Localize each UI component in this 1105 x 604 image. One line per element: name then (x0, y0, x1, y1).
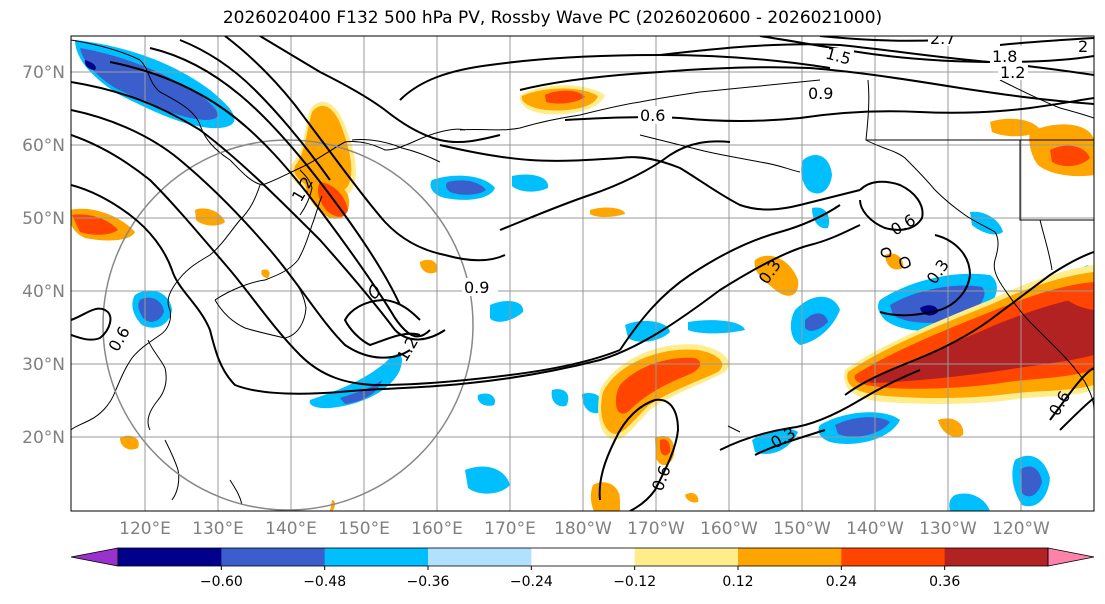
positive-anomaly-patches (71, 85, 1094, 511)
lon-label: 180°W (554, 519, 612, 539)
lat-label: 40°N (22, 282, 65, 302)
colorbar-tick-label: −0.36 (407, 574, 450, 590)
lon-label: 150°E (338, 519, 390, 539)
lon-label: 170°W (627, 519, 685, 539)
lat-label: 50°N (22, 209, 65, 229)
contour-label: 0.6 (640, 106, 665, 125)
colorbar-segment (531, 548, 636, 566)
colorbar-tick-label: −0.48 (303, 574, 346, 590)
map-frame (70, 35, 1095, 512)
colorbar-tick-label: −0.24 (510, 574, 553, 590)
lon-label: 160°W (700, 519, 758, 539)
colorbar-tick-label: 0.24 (826, 574, 857, 590)
map-title: 2026020400 F132 500 hPa PV, Rossby Wave … (222, 8, 883, 28)
lat-label: 60°N (22, 136, 65, 156)
contour-label: 1.8 (992, 47, 1017, 66)
contour-label: 0.9 (464, 278, 489, 297)
lon-label: 130°W (919, 519, 977, 539)
colorbar-segment (428, 548, 532, 566)
lat-label: 70°N (22, 63, 65, 83)
contour-label: 0.6 (887, 210, 919, 239)
reference-circle (102, 139, 474, 511)
colorbar-segment (118, 548, 222, 566)
lon-label: 170°E (484, 519, 536, 539)
contour-label: 1.2 (1000, 63, 1025, 82)
lon-label: 120°E (119, 519, 171, 539)
lon-label: 140°W (846, 519, 904, 539)
latitude-labels: 70°N 60°N 50°N 40°N 30°N 20°N (22, 63, 65, 448)
colorbar: −0.60 −0.48 −0.36 −0.24 −0.12 0.12 0.24 0.36 (70, 547, 1095, 590)
colorbar-tick-label: 0.36 (929, 574, 960, 590)
pv-contours (71, 36, 1094, 511)
colorbar-tick-label: −0.12 (613, 574, 656, 590)
colorbar-segment (634, 548, 739, 566)
lat-label: 30°N (22, 355, 65, 375)
colorbar-extend-max (1047, 547, 1095, 567)
longitude-labels: 120°E 130°E 140°E 150°E 160°E 170°E 180°… (119, 519, 1050, 539)
colorbar-segment (841, 548, 946, 566)
contour-label: 0.9 (808, 84, 833, 103)
lat-label: 20°N (22, 428, 65, 448)
colorbar-segment (324, 548, 429, 566)
map-area: 2.7 1.5 1.8 2 1.2 0.9 0.6 0.6 0.6 0.9 0.… (71, 29, 1094, 511)
contour-label: 0.6 (648, 463, 675, 493)
lon-label: 150°W (773, 519, 831, 539)
colorbar-segment (738, 548, 842, 566)
lon-label: 140°E (265, 519, 317, 539)
colorbar-tick-label: 0.12 (722, 574, 753, 590)
contour-label: 2.7 (930, 29, 955, 48)
lon-label: 160°E (411, 519, 463, 539)
contour-label: 2 (1078, 37, 1088, 56)
colorbar-segment (944, 548, 1049, 566)
colorbar-outline (117, 547, 1049, 567)
colorbar-extend-min (70, 547, 119, 567)
colorbar-tick-label: −0.60 (200, 574, 243, 590)
colorbar-segment (221, 548, 326, 566)
lon-label: 130°E (192, 519, 244, 539)
lon-label: 120°W (992, 519, 1050, 539)
